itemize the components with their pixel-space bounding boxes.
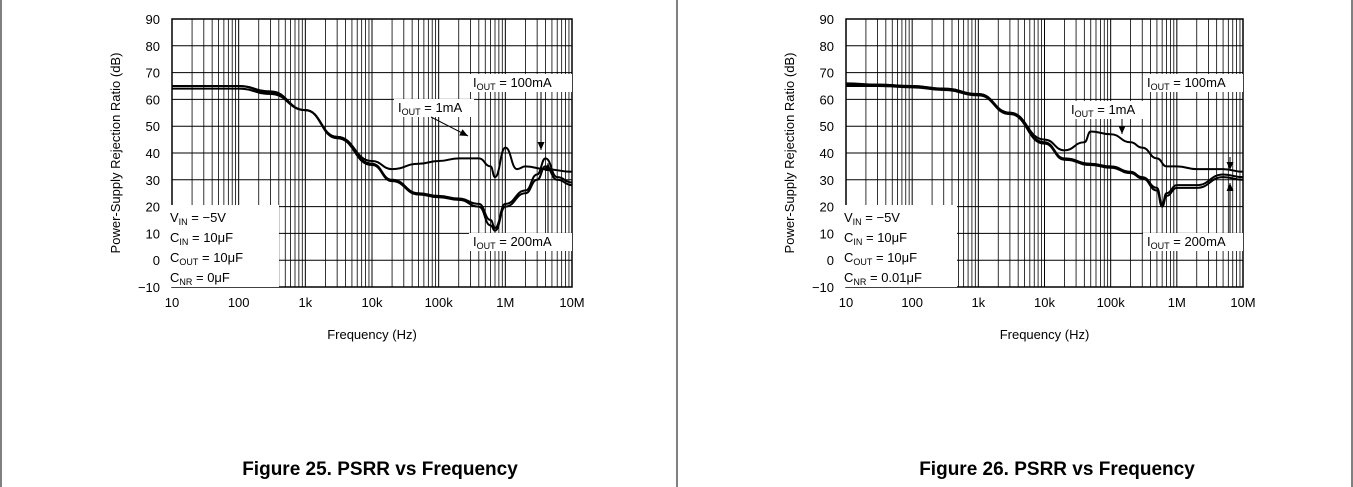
x-tick-label: 10k [362,295,383,310]
x-tick-label: 10k [1034,295,1055,310]
x-axis-title: Frequency (Hz) [1000,327,1090,342]
x-tick-label: 1k [298,295,312,310]
annotation-arrowhead [1226,162,1234,170]
series-annotation: IOUT = 1mA [398,100,462,117]
annotation-bg [1143,233,1243,251]
y-tick-label: −10 [138,280,160,295]
y-tick-label: 0 [153,253,160,268]
y-tick-label: 50 [146,119,160,134]
series-line-3 [171,85,573,232]
figure-25-caption: Figure 25. PSRR vs Frequency [242,459,518,480]
condition-label: CIN = 10μF [844,230,907,247]
plot-area-border [845,18,1244,288]
condition-label: COUT = 10μF [844,250,917,267]
y-tick-label: 80 [146,39,160,54]
y-tick-label: 10 [820,226,834,241]
y-tick-label: 90 [820,12,834,27]
annotation-bg [1067,101,1147,119]
y-axis-title: Power-Supply Rejection Ratio (dB) [782,53,797,254]
x-tick-label: 1M [1168,295,1186,310]
x-tick-label: 100k [1097,295,1126,310]
series-group [171,85,573,232]
annotation-arrowhead [1118,126,1126,134]
condition-label: VIN = −5V [844,210,900,227]
x-axis-title: Frequency (Hz) [327,327,417,342]
series-line-3 [845,85,1244,208]
annotation-arrowhead [459,129,468,136]
x-tick-label: 100 [228,295,250,310]
y-tick-label: 20 [820,200,834,215]
annotation-arrowhead [544,163,552,171]
x-tick-label: 100 [901,295,923,310]
x-tick-label: 10 [839,295,853,310]
annotation-bg [469,233,572,251]
y-tick-label: −10 [812,280,834,295]
y-tick-label: 40 [146,146,160,161]
series-line-2 [171,87,573,230]
series-annotation: IOUT = 200mA [1147,234,1226,251]
y-tick-label: 70 [820,66,834,81]
y-tick-label: 10 [146,226,160,241]
y-tick-label: 30 [146,173,160,188]
annotation-arrowhead [537,142,545,150]
conditions-box [167,205,279,287]
condition-label: VIN = −5V [170,210,226,227]
y-tick-label: 70 [146,66,160,81]
figure-26-caption: Figure 26. PSRR vs Frequency [919,459,1195,480]
conditions-box [841,205,957,287]
series-annotation: IOUT = 100mA [1147,75,1226,92]
series-annotation: IOUT = 1mA [1071,102,1135,119]
condition-label: CNR = 0.01μF [844,270,922,287]
x-tick-label: 1k [971,295,985,310]
y-tick-label: 40 [820,146,834,161]
x-tick-label: 1M [496,295,514,310]
annotation-arrowhead [1226,183,1234,191]
y-tick-label: 90 [146,12,160,27]
y-tick-label: 60 [146,92,160,107]
plot-area-border [171,18,573,288]
x-tick-label: 10M [1230,295,1255,310]
y-tick-label: 80 [820,39,834,54]
y-tick-label: 0 [827,253,834,268]
annotation-bg [1143,74,1243,92]
x-tick-label: 10M [559,295,584,310]
series-annotation: IOUT = 100mA [473,75,552,92]
y-axis-title: Power-Supply Rejection Ratio (dB) [108,53,123,254]
condition-label: COUT = 10μF [170,250,243,267]
y-tick-label: 20 [146,200,160,215]
series-line-2 [846,83,1244,205]
y-tick-label: 50 [820,119,834,134]
x-tick-label: 10 [165,295,179,310]
annotation-bg [469,74,572,92]
y-tick-label: 30 [820,173,834,188]
series-annotation: IOUT = 200mA [473,234,552,251]
x-tick-label: 100k [425,295,454,310]
annotation-bg [394,99,474,117]
condition-label: CNR = 0μF [170,270,230,287]
condition-label: CIN = 10μF [170,230,233,247]
series-group [845,82,1244,208]
y-tick-label: 60 [820,92,834,107]
series-line-1 [171,85,573,179]
